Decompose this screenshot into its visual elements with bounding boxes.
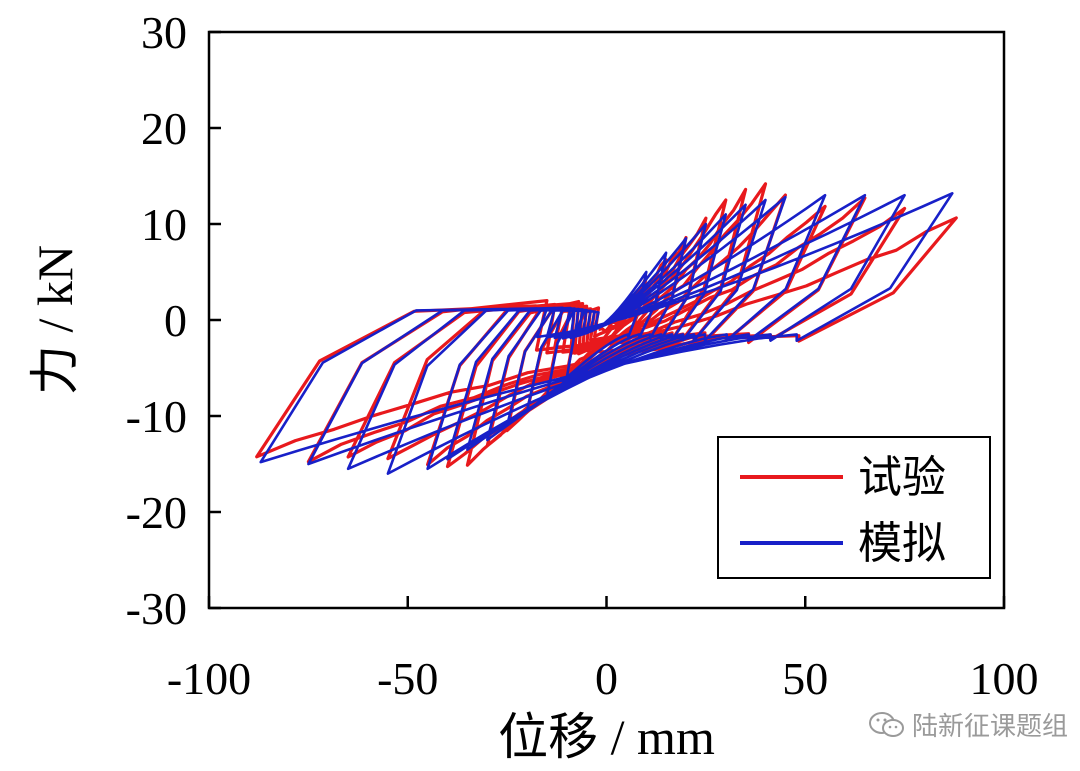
x-tick-label: 0 [595,653,618,704]
watermark-text: 陆新征课题组 [911,712,1068,742]
y-axis-title: 力 / kN [27,245,83,395]
legend-box [717,436,991,579]
legend-label-simulation: 模拟 [858,518,946,569]
y-tick-label: -10 [126,391,187,442]
x-tick-label: -50 [377,653,438,704]
y-tick-label: 30 [141,7,187,58]
series-simulation-curve [259,192,954,475]
legend: 试验 模拟 [717,436,991,579]
x-tick-label: 100 [970,653,1039,704]
y-tick-label: 20 [141,103,187,154]
y-tick-label: 0 [164,295,187,346]
x-axis-title: 位移 / mm [498,709,715,765]
series-layer [255,182,958,475]
watermark: 陆新征课题组 [868,706,1068,743]
x-tick-label: 50 [782,653,828,704]
wechat-icon [868,711,904,737]
y-tick-label: 10 [141,199,187,250]
y-tick-label: -20 [126,487,187,538]
y-tick-label: -30 [126,583,187,634]
x-tick-label: -100 [167,653,251,704]
legend-label-test: 试验 [858,452,946,503]
